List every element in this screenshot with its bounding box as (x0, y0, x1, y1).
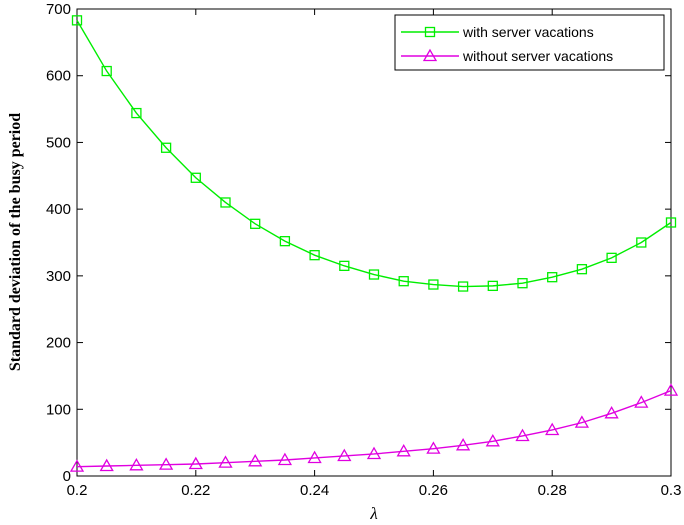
data-point (398, 276, 409, 287)
legend-entry-1: with server vacations (401, 24, 594, 40)
data-point (71, 15, 83, 26)
data-point (69, 459, 85, 472)
data-point (545, 422, 560, 436)
legend-items: with server vacations without server vaca… (401, 24, 613, 64)
x-tick-label: 0.28 (538, 482, 567, 499)
data-point (248, 454, 263, 467)
data-point (309, 250, 320, 261)
y-tick-label: 700 (46, 1, 71, 18)
legend-marker (422, 48, 438, 62)
data-point (574, 415, 590, 428)
data-point (604, 405, 619, 419)
y-tick-label: 500 (46, 134, 71, 151)
data-point (665, 217, 677, 228)
legend-box (394, 14, 665, 71)
data-point (606, 252, 617, 263)
data-point (99, 458, 114, 472)
data-point (339, 260, 350, 272)
x-tick-label: 0.2 (67, 482, 88, 499)
series-1 (71, 15, 677, 292)
series-2 (69, 383, 679, 472)
legend-entry-2: without server vacations (401, 48, 613, 64)
data-point (277, 452, 293, 466)
data-point (131, 107, 142, 119)
y-tick-label: 0 (63, 468, 71, 485)
data-point (337, 448, 352, 462)
y-tick-label: 600 (46, 68, 71, 85)
series-layer (69, 15, 679, 472)
legend-label: without server vacations (462, 48, 613, 64)
y-axis-title: Standard deviation of the busy period (7, 113, 24, 371)
y-tick-label: 400 (46, 201, 71, 218)
data-point (218, 455, 233, 468)
data-point (455, 438, 471, 451)
data-point (426, 441, 441, 454)
data-point (368, 269, 380, 280)
data-point (487, 280, 498, 292)
data-point (279, 236, 291, 247)
x-axis-title: λ (369, 504, 377, 523)
data-point (101, 65, 112, 77)
data-point (396, 444, 411, 457)
data-point (547, 272, 558, 283)
y-tick-label: 100 (46, 401, 71, 418)
data-point (515, 428, 530, 442)
data-point (158, 457, 174, 470)
legend: with server vacations without server vaca… (394, 14, 665, 71)
x-tick-label: 0.24 (300, 482, 329, 499)
data-point (307, 450, 322, 464)
x-tick-label: 0.3 (661, 482, 682, 499)
data-point (576, 264, 588, 275)
data-point (663, 383, 679, 396)
plot-area (76, 8, 672, 477)
y-tick-label: 300 (46, 268, 71, 285)
legend-label: with server vacations (462, 24, 594, 40)
x-tick-label: 0.26 (419, 482, 448, 499)
data-point (220, 197, 231, 208)
data-point (428, 279, 439, 290)
ticks: 0.2 0.22 0.24 0.26 0.28 0.3 0 100 200 300 400 500 60… (46, 1, 681, 499)
data-point (160, 142, 172, 153)
data-point (129, 458, 144, 471)
data-point (485, 433, 500, 447)
data-point (517, 278, 528, 289)
y-tick-label: 200 (46, 335, 71, 352)
data-point (188, 456, 203, 470)
series-line (76, 19, 672, 288)
data-point (366, 446, 382, 460)
data-point (634, 395, 649, 408)
data-point (636, 237, 647, 248)
data-point (250, 218, 261, 229)
series-line (76, 389, 672, 468)
data-point (457, 281, 469, 292)
x-tick-label: 0.22 (181, 482, 210, 499)
legend-marker (424, 26, 436, 38)
data-point (190, 172, 201, 183)
